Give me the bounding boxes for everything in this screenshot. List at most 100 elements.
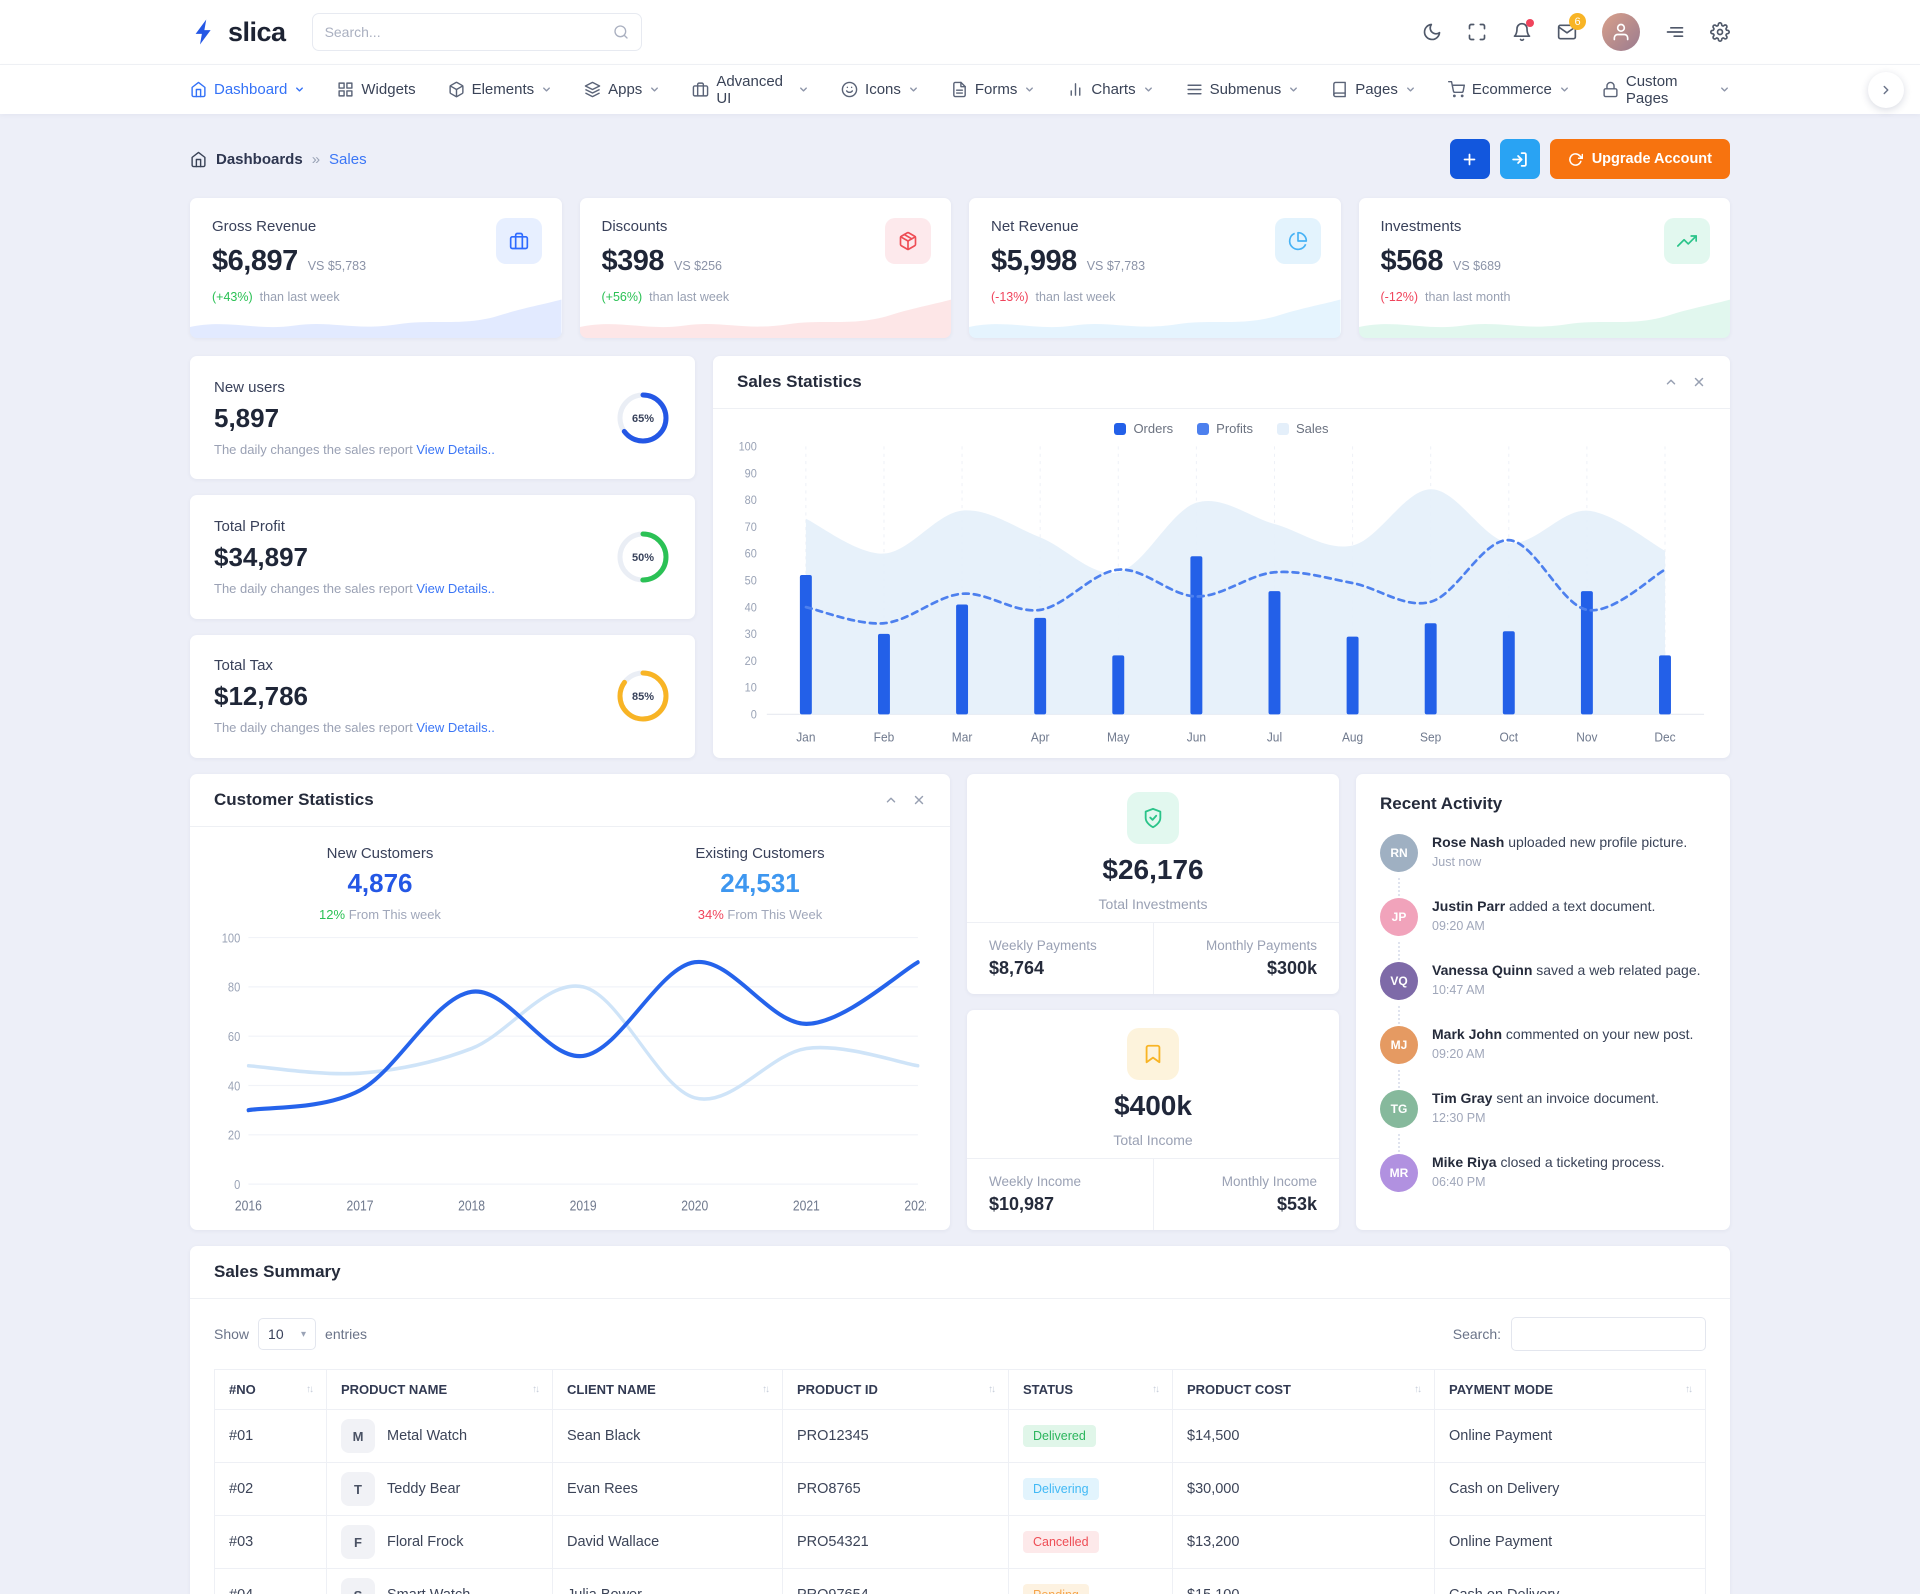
search-input[interactable] xyxy=(324,24,613,40)
column-header-product-id[interactable]: PRODUCT ID ↑↓ xyxy=(782,1369,1009,1410)
hamburger-menu-icon xyxy=(1186,81,1203,98)
total-income-card: $400k Total Income Weekly Income $10,987… xyxy=(967,1010,1339,1230)
customer-statistics-chart: 0 20 40 60 80 100 2016 2017 2018 2019 2020 2021 2022 xyxy=(222,930,932,1213)
nav-label: Dashboard xyxy=(214,81,288,98)
stat-title: Discounts xyxy=(601,218,668,235)
nav-item-dashboard[interactable]: Dashboard xyxy=(190,81,305,98)
metric-label: Weekly Payments xyxy=(989,938,1097,953)
settings-gear-icon[interactable] xyxy=(1710,22,1730,42)
product-thumbnail: F xyxy=(341,1525,375,1559)
nav-label: Apps xyxy=(608,81,643,98)
legend-item-profits[interactable]: Profits xyxy=(1197,421,1253,436)
stat-vs: VS $256 xyxy=(674,259,722,273)
cell-no: #01 xyxy=(214,1409,327,1463)
metric-value: $10,987 xyxy=(989,1194,1055,1214)
panel-title: Sales Statistics xyxy=(737,372,862,391)
sign-in-button[interactable] xyxy=(1499,139,1540,179)
nav-item-submenus[interactable]: Submenus xyxy=(1186,81,1300,98)
svg-text:50: 50 xyxy=(745,575,757,587)
fullscreen-icon[interactable] xyxy=(1467,22,1487,42)
monthly-payments: Monthly Payments $300k xyxy=(1152,923,1340,994)
nav-item-charts[interactable]: Charts xyxy=(1067,81,1153,98)
nav-item-ecommerce[interactable]: Ecommerce xyxy=(1448,81,1570,98)
close-icon[interactable] xyxy=(912,793,926,807)
svg-text:30: 30 xyxy=(745,629,757,641)
dark-mode-icon[interactable] xyxy=(1422,22,1442,42)
refresh-icon xyxy=(1568,152,1583,167)
table-row: #01 M Metal Watch Sean Black PRO12345 Del… xyxy=(214,1409,1706,1463)
cell-product: M Metal Watch xyxy=(326,1409,553,1463)
nav-item-widgets[interactable]: Widgets xyxy=(337,81,416,98)
main-navigation: Dashboard Widgets Elements Apps Advanced… xyxy=(0,64,1920,114)
svg-text:2016: 2016 xyxy=(235,1197,262,1213)
notifications-bell-icon[interactable] xyxy=(1512,19,1534,42)
status-badge: Delivered xyxy=(1023,1425,1096,1447)
top-header: slica 6 xyxy=(0,0,1920,64)
brand-logo-icon xyxy=(190,17,220,47)
activity-time: 09:20 AM xyxy=(1432,1047,1485,1061)
box-icon xyxy=(448,81,465,98)
column-header-payment-mode[interactable]: PAYMENT MODE ↑↓ xyxy=(1434,1369,1706,1410)
nav-item-advanced-ui[interactable]: Advanced UI xyxy=(692,73,809,107)
svg-text:100: 100 xyxy=(739,441,757,453)
collapse-icon[interactable] xyxy=(884,793,898,807)
column-header-client-name[interactable]: CLIENT NAME ↑↓ xyxy=(552,1369,783,1410)
upgrade-account-button[interactable]: Upgrade Account xyxy=(1549,139,1730,179)
legend-item-orders[interactable]: Orders xyxy=(1114,421,1173,436)
activity-user: Tim Gray xyxy=(1432,1090,1493,1106)
activity-time: 09:20 AM xyxy=(1432,919,1485,933)
stat-label: New Customers xyxy=(326,845,434,862)
product-name: Metal Watch xyxy=(387,1428,468,1444)
view-details-link[interactable]: View Details.. xyxy=(416,580,495,596)
cell-product-id: PRO12345 xyxy=(782,1409,1009,1463)
search-icon[interactable] xyxy=(613,24,629,40)
view-details-link[interactable]: View Details.. xyxy=(416,720,495,736)
pie-chart-icon xyxy=(1274,218,1321,264)
product-thumbnail: S xyxy=(341,1578,375,1594)
messages-mail-icon[interactable]: 6 xyxy=(1557,13,1586,42)
panel-title: Recent Activity xyxy=(1380,794,1503,813)
stat-period: than last week xyxy=(259,290,340,304)
nav-item-icons[interactable]: Icons xyxy=(841,81,919,98)
show-label: Show xyxy=(214,1326,250,1342)
column-header-product-cost[interactable]: PRODUCT COST ↑↓ xyxy=(1172,1369,1435,1410)
avatar-initials: TG xyxy=(1390,1102,1408,1116)
brand-logo[interactable]: slica xyxy=(190,17,286,48)
gauge-caption: The daily changes the sales report xyxy=(214,720,413,736)
nav-item-forms[interactable]: Forms xyxy=(951,81,1036,98)
nav-item-custom-pages[interactable]: Custom Pages xyxy=(1602,73,1730,107)
sparkline xyxy=(969,299,1341,338)
nav-scroll-right-button[interactable] xyxy=(1868,72,1904,108)
legend-item-sales[interactable]: Sales xyxy=(1277,421,1329,436)
cell-product-id: PRO54321 xyxy=(782,1515,1009,1569)
nav-label: Custom Pages xyxy=(1625,72,1678,107)
breadcrumb-root[interactable]: Dashboards xyxy=(216,150,303,168)
chevron-down-icon xyxy=(1288,84,1299,95)
column-header-no[interactable]: #NO ↑↓ xyxy=(214,1369,327,1410)
stat-card-net-revenue: Net Revenue $5,998 VS $7,783 (-13%) than l… xyxy=(969,198,1341,338)
svg-text:70: 70 xyxy=(745,522,757,534)
table-search-input[interactable] xyxy=(1511,1317,1706,1351)
cell-status: Delivered xyxy=(1008,1409,1173,1463)
nav-item-pages[interactable]: Pages xyxy=(1331,81,1416,98)
add-button[interactable] xyxy=(1449,139,1490,179)
close-icon[interactable] xyxy=(1692,375,1706,389)
column-header-product-name[interactable]: PRODUCT NAME ↑↓ xyxy=(326,1369,553,1410)
page-size-select[interactable]: 10 ▾ xyxy=(258,1318,317,1350)
sort-icon: ↑↓ xyxy=(1414,1384,1422,1395)
stat-card-gross-revenue: Gross Revenue $6,897 VS $5,783 (+43%) than… xyxy=(190,198,562,338)
stat-value: $6,897 xyxy=(212,245,298,277)
column-header-status[interactable]: STATUS ↑↓ xyxy=(1008,1369,1173,1410)
view-details-link[interactable]: View Details.. xyxy=(416,441,495,457)
total-profit-card: Total Profit $34,897 The daily changes t… xyxy=(190,495,695,619)
user-avatar[interactable] xyxy=(1602,13,1640,51)
status-badge: Delivering xyxy=(1023,1478,1099,1500)
nav-item-apps[interactable]: Apps xyxy=(584,81,660,98)
nav-item-elements[interactable]: Elements xyxy=(448,81,553,98)
collapse-icon[interactable] xyxy=(1664,375,1678,389)
cell-payment: Online Payment xyxy=(1434,1515,1706,1569)
align-menu-icon[interactable] xyxy=(1665,22,1685,42)
stat-card-investments: Investments $568 VS $689 (-12%) than last … xyxy=(1358,198,1730,338)
cell-product: S Smart Watch xyxy=(326,1568,553,1594)
briefcase-icon xyxy=(495,218,542,264)
